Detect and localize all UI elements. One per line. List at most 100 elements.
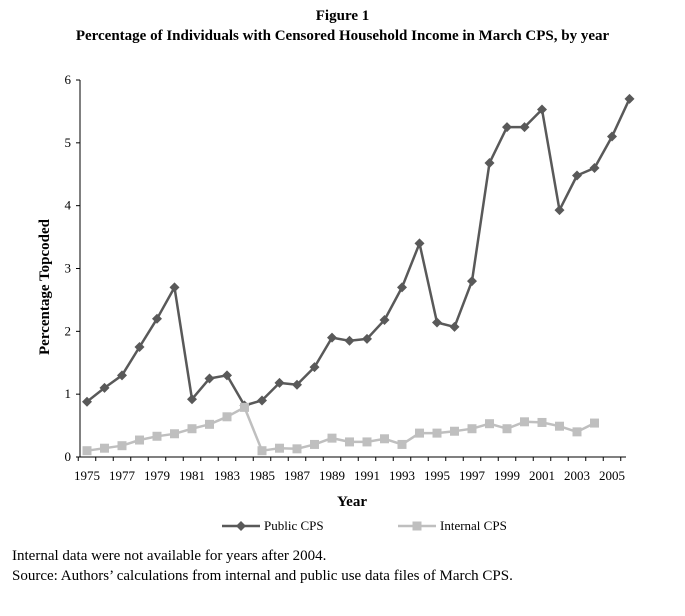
- public-cps-point: [607, 131, 617, 142]
- public-cps-point: [502, 122, 512, 133]
- internal-cps-point: [152, 431, 162, 441]
- internal-cps-point: [432, 428, 442, 438]
- x-tick-label: 1997: [459, 468, 486, 483]
- axes: 0 1 2 3 4 5 6 1975 1977 1979 1981 1983 1985 1987 1989 1…: [65, 72, 626, 483]
- legend-internal-cps-label: Internal CPS: [440, 518, 507, 533]
- public-cps-point: [554, 205, 565, 216]
- y-tick-label: 1: [65, 386, 72, 401]
- public-cps-point: [519, 122, 530, 133]
- public-cps-point: [204, 373, 215, 384]
- x-tick-label: 2001: [529, 468, 555, 483]
- legend-internal-cps-marker: [412, 521, 422, 531]
- x-tick-label: 2003: [564, 468, 590, 483]
- public-cps-point: [572, 170, 582, 181]
- public-cps-point: [432, 317, 442, 328]
- public-cps-point: [257, 395, 267, 406]
- internal-cps-point: [135, 435, 144, 445]
- internal-cps-point: [240, 402, 249, 412]
- public-cps-point: [362, 333, 372, 344]
- internal-cps-point: [590, 418, 599, 428]
- internal-cps-line: [86, 406, 596, 452]
- public-cps-point: [484, 157, 495, 168]
- public-cps-point: [467, 276, 477, 287]
- public-cps-point: [344, 335, 355, 346]
- x-tick-label: 1985: [249, 468, 275, 483]
- internal-cps-point: [362, 437, 372, 447]
- public-cps-point: [169, 282, 180, 293]
- public-cps-point: [292, 379, 302, 390]
- internal-cps-point: [100, 443, 109, 453]
- x-tick-label: 1987: [284, 468, 311, 483]
- y-tick-label: 0: [65, 449, 72, 464]
- internal-cps-point: [117, 441, 127, 451]
- x-tick-label: 1977: [109, 468, 136, 483]
- internal-cps-point: [415, 428, 424, 438]
- y-tick-label: 3: [65, 261, 72, 276]
- internal-cps-point: [170, 429, 179, 439]
- x-tick-label: 1999: [494, 468, 520, 483]
- public-cps-point: [117, 370, 127, 381]
- y-axis-label: Percentage Topcoded: [37, 218, 53, 355]
- public-cps-point: [82, 396, 92, 407]
- internal-cps-point: [520, 417, 529, 427]
- internal-cps-point: [397, 439, 407, 449]
- public-cps-point: [449, 321, 460, 332]
- x-tick-label: 2005: [599, 468, 625, 483]
- y-tick-label: 2: [65, 323, 72, 338]
- internal-cps-point: [572, 427, 582, 437]
- series-layer: [82, 93, 635, 456]
- chart-title: Percentage of Individuals with Censored …: [75, 28, 610, 44]
- public-cps-point: [309, 362, 320, 373]
- internal-cps-point: [502, 424, 512, 434]
- x-tick-label: 1983: [214, 468, 240, 483]
- x-tick-label: 1991: [354, 468, 380, 483]
- note-availability: Internal data were not available for yea…: [12, 548, 327, 564]
- line-chart: 0 1 2 3 4 5 6 1975 1977 1979 1981 1983 1985 1987 1989 1…: [37, 72, 635, 533]
- x-tick-label: 1979: [144, 468, 170, 483]
- x-tick-label: 1981: [179, 468, 205, 483]
- internal-cps-point: [257, 446, 267, 456]
- legend-public-cps-label: Public CPS: [264, 518, 324, 533]
- legend-public-cps-marker: [236, 521, 246, 531]
- x-tick-label: 1993: [389, 468, 415, 483]
- public-cps-point: [397, 282, 407, 293]
- internal-cps-point: [555, 421, 564, 431]
- y-tick-label: 5: [65, 135, 72, 150]
- internal-cps-point: [292, 444, 302, 454]
- internal-cps-point: [345, 437, 354, 447]
- public-cps-point: [414, 238, 425, 249]
- public-cps-point: [187, 394, 197, 405]
- public-cps-point: [624, 93, 635, 104]
- y-tick-label: 6: [65, 72, 72, 87]
- public-cps-point: [327, 332, 337, 343]
- public-cps-line: [86, 98, 631, 407]
- internal-cps-point: [450, 426, 459, 436]
- public-cps-point: [134, 342, 145, 353]
- x-tick-label: 1995: [424, 468, 450, 483]
- x-tick-label: 1975: [74, 468, 100, 483]
- legend: Public CPS Internal CPS: [222, 518, 507, 533]
- internal-cps-point: [275, 443, 284, 453]
- x-tick-label: 1989: [319, 468, 345, 483]
- internal-cps-point: [327, 433, 337, 443]
- public-cps-point: [99, 382, 110, 393]
- public-cps-point: [537, 104, 547, 115]
- internal-cps-point: [467, 424, 477, 434]
- public-cps-point: [274, 377, 285, 388]
- public-cps-point: [222, 370, 232, 381]
- y-tick-label: 4: [65, 198, 72, 213]
- public-cps-point: [379, 315, 390, 326]
- internal-cps-point: [310, 439, 319, 449]
- internal-cps-point: [485, 419, 494, 429]
- public-cps-point: [152, 313, 162, 324]
- internal-cps-point: [537, 417, 547, 427]
- public-cps-point: [589, 162, 600, 173]
- internal-cps-point: [205, 419, 214, 429]
- figure-label: Figure 1: [315, 8, 370, 24]
- internal-cps-point: [380, 434, 389, 444]
- internal-cps-point: [187, 424, 197, 434]
- note-source: Source: Authors’ calculations from inter…: [12, 568, 513, 584]
- x-axis-label: Year: [337, 494, 367, 510]
- internal-cps-point: [82, 446, 92, 456]
- internal-cps-point: [222, 412, 232, 422]
